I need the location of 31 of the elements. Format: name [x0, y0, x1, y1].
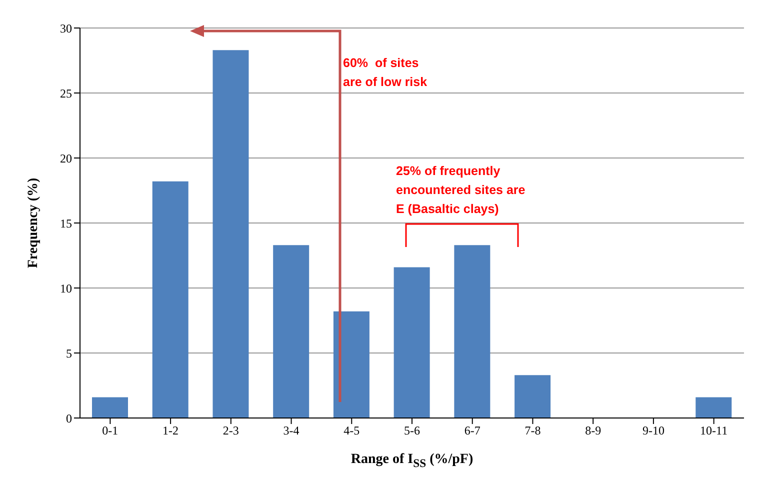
- annotation: 25% of frequently encountered sites are E (Basaltic clays): [396, 163, 526, 218]
- bar: [212, 50, 249, 418]
- bar: [394, 267, 430, 418]
- x-tick-label: 5-6: [404, 424, 420, 438]
- bar: [454, 245, 490, 418]
- x-tick-label: 6-7: [464, 424, 480, 438]
- x-tick-label: 7-8: [524, 424, 541, 438]
- x-tick-label: 0-1: [102, 424, 118, 438]
- y-tick-label: 20: [60, 151, 72, 166]
- y-tick-label: 30: [60, 21, 72, 36]
- bar: [92, 397, 128, 418]
- x-tick-label: 3-4: [283, 424, 300, 438]
- x-axis-title: Range of I$_{SS}$ (%/pF): [350, 452, 474, 470]
- y-tick-label: 5: [66, 346, 72, 360]
- y-tick-label: 15: [60, 216, 72, 230]
- x-tick-label: 10-11: [700, 424, 728, 438]
- x-tick-label: 4-5: [344, 424, 360, 438]
- x-tick-label: 1-2: [162, 424, 179, 438]
- bar: [152, 181, 188, 418]
- x-tick-label: 2-3: [222, 424, 239, 438]
- bar: [696, 397, 732, 418]
- y-tick-label: 0: [66, 411, 72, 426]
- y-tick-label: 10: [60, 281, 72, 296]
- bar: [273, 245, 310, 418]
- annotation: 60% of sites are of low risk: [343, 55, 428, 91]
- bar: [333, 311, 370, 418]
- y-tick-label: 25: [60, 86, 72, 100]
- x-tick-label: 9-10: [642, 424, 664, 438]
- y-axis-title: Frequency (%): [26, 177, 41, 268]
- x-tick-label: 8-9: [585, 424, 602, 438]
- bar: [514, 375, 551, 418]
